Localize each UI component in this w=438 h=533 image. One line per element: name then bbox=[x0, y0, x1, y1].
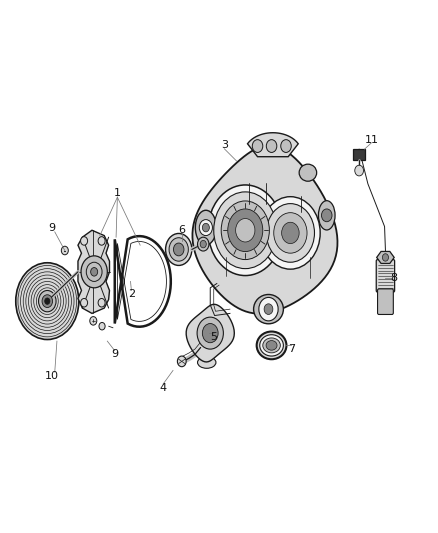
Circle shape bbox=[202, 223, 209, 232]
Ellipse shape bbox=[318, 200, 335, 230]
Circle shape bbox=[42, 295, 53, 308]
Ellipse shape bbox=[254, 294, 283, 324]
Text: 3: 3 bbox=[221, 140, 228, 150]
Circle shape bbox=[200, 240, 206, 248]
Circle shape bbox=[252, 140, 263, 152]
Circle shape bbox=[202, 324, 218, 343]
Circle shape bbox=[99, 322, 105, 330]
Text: 9: 9 bbox=[48, 223, 55, 233]
Circle shape bbox=[98, 237, 105, 245]
Circle shape bbox=[169, 238, 188, 261]
Text: 2: 2 bbox=[128, 289, 135, 299]
Ellipse shape bbox=[198, 357, 216, 368]
Text: 6: 6 bbox=[178, 225, 185, 235]
Circle shape bbox=[177, 356, 186, 367]
Ellipse shape bbox=[266, 341, 277, 350]
Text: 11: 11 bbox=[364, 135, 378, 144]
Text: 10: 10 bbox=[45, 371, 59, 381]
Circle shape bbox=[214, 192, 277, 269]
Circle shape bbox=[221, 201, 269, 260]
Circle shape bbox=[61, 246, 68, 255]
Circle shape bbox=[45, 298, 50, 304]
Circle shape bbox=[321, 209, 332, 222]
Ellipse shape bbox=[263, 338, 280, 353]
Circle shape bbox=[266, 140, 277, 152]
Circle shape bbox=[264, 304, 273, 314]
Circle shape bbox=[98, 298, 105, 307]
Circle shape bbox=[208, 185, 283, 276]
Circle shape bbox=[198, 237, 209, 251]
Circle shape bbox=[81, 237, 88, 245]
Text: 7: 7 bbox=[288, 344, 295, 354]
Circle shape bbox=[266, 204, 314, 262]
Circle shape bbox=[199, 220, 212, 236]
Polygon shape bbox=[247, 133, 298, 157]
Polygon shape bbox=[78, 230, 110, 313]
Circle shape bbox=[259, 297, 278, 321]
FancyBboxPatch shape bbox=[376, 260, 395, 292]
Circle shape bbox=[90, 317, 97, 325]
Circle shape bbox=[173, 243, 184, 256]
Ellipse shape bbox=[195, 210, 216, 245]
Text: 9: 9 bbox=[111, 350, 118, 359]
Circle shape bbox=[16, 263, 79, 340]
Polygon shape bbox=[186, 304, 234, 362]
Circle shape bbox=[91, 268, 98, 276]
Text: 1: 1 bbox=[114, 188, 121, 198]
Circle shape bbox=[81, 298, 88, 307]
Text: 4: 4 bbox=[159, 383, 166, 393]
Text: 5: 5 bbox=[210, 332, 217, 342]
Circle shape bbox=[228, 209, 263, 252]
Circle shape bbox=[166, 233, 192, 265]
FancyBboxPatch shape bbox=[353, 149, 365, 160]
Ellipse shape bbox=[260, 335, 283, 356]
Circle shape bbox=[197, 317, 223, 349]
Circle shape bbox=[39, 290, 56, 312]
Circle shape bbox=[382, 254, 389, 261]
Circle shape bbox=[274, 213, 307, 253]
FancyBboxPatch shape bbox=[378, 289, 393, 314]
Circle shape bbox=[236, 219, 255, 242]
Circle shape bbox=[86, 262, 102, 281]
Circle shape bbox=[355, 165, 364, 176]
Circle shape bbox=[282, 222, 299, 244]
Circle shape bbox=[81, 256, 107, 288]
Text: 8: 8 bbox=[391, 273, 398, 283]
Ellipse shape bbox=[257, 332, 286, 359]
Polygon shape bbox=[192, 146, 337, 313]
Polygon shape bbox=[377, 252, 394, 263]
Ellipse shape bbox=[299, 164, 317, 181]
Circle shape bbox=[261, 197, 320, 269]
Circle shape bbox=[281, 140, 291, 152]
